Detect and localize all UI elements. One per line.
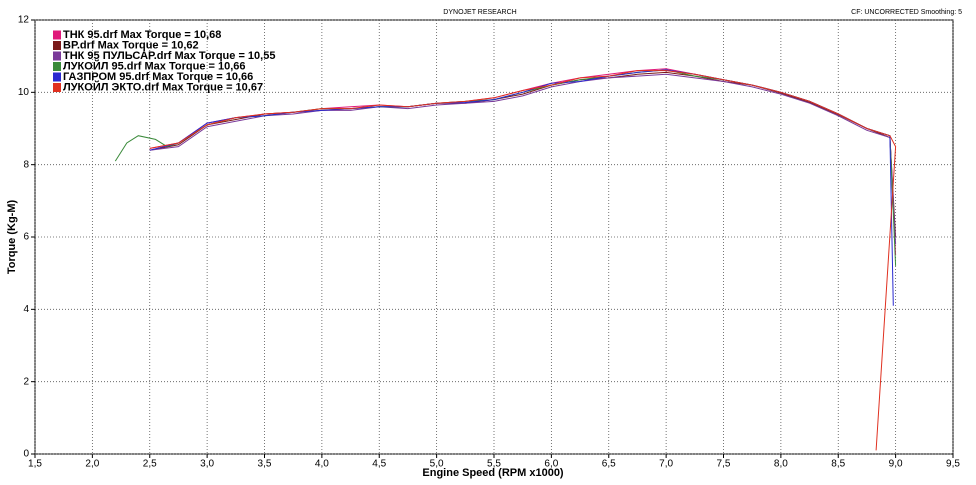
x-tick-label: 1,5 [28,459,42,470]
y-tick-label: 12 [18,15,30,26]
chart-subtitle: CF: UNCORRECTED Smoothing: 5 [851,9,962,16]
x-tick-label: 4,0 [315,459,329,470]
y-tick-label: 2 [23,376,29,387]
legend-swatch [53,51,61,61]
x-tick-label: 7,5 [717,459,731,470]
x-tick-label: 9,0 [889,459,903,470]
legend-label: ЛУКОЙЛ ЭКТО.drf Max Torque = 10,67 [63,80,263,93]
x-axis-label: Engine Speed (RPM x1000) [422,467,564,479]
legend-swatch [53,83,61,92]
x-tick-label: 5,5 [487,459,501,470]
x-tick-label: 8,5 [831,459,845,470]
x-tick-label: 3,0 [200,459,214,470]
x-tick-label: 2,0 [85,459,99,470]
chart-title: DYNOJET RESEARCH [443,9,516,16]
legend-label: ГАЗПРОМ 95.drf Max Torque = 10,66 [63,71,253,83]
y-tick-label: 0 [23,449,29,460]
legend-label: ЛУКОЙЛ 95.drf Max Torque = 10,66 [63,59,246,72]
y-tick-label: 10 [18,87,30,98]
legend-label: ТНК 95.drf Max Torque = 10,68 [63,29,221,41]
legend-swatch [53,72,61,82]
legend-swatch [53,30,61,40]
series-line [149,70,897,451]
x-tick-label: 6,0 [544,459,558,470]
legend-swatch [53,41,61,50]
y-tick-label: 6 [23,232,29,243]
legend-label: ТНК 95 ПУЛЬСАР.drf Max Torque = 10,55 [63,50,275,62]
legend-swatch [53,62,61,71]
x-tick-label: 8,0 [774,459,788,470]
y-tick-label: 8 [23,159,29,170]
x-tick-label: 4,5 [372,459,386,470]
x-tick-label: 5,0 [430,459,444,470]
series-line [149,73,897,245]
x-tick-label: 6,5 [602,459,616,470]
y-axis-label: Torque (Kg-M) [6,200,18,275]
x-tick-label: 3,5 [258,459,272,470]
legend-label: BP.drf Max Torque = 10,62 [63,39,199,51]
x-tick-label: 2,5 [143,459,157,470]
y-tick-label: 4 [23,304,29,315]
x-tick-label: 9,5 [946,459,960,470]
x-tick-label: 7,0 [659,459,673,470]
